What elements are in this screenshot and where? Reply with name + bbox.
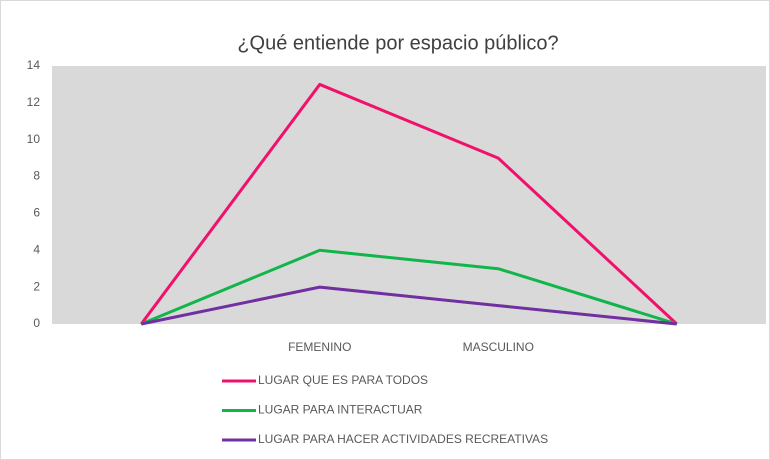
chart-title: ¿Qué entiende por espacio público? — [237, 32, 558, 54]
y-tick-label: 10 — [27, 132, 41, 146]
y-tick-label: 8 — [33, 169, 40, 183]
series-line — [140, 248, 678, 326]
series-line — [140, 285, 677, 326]
y-tick-label: 6 — [33, 206, 40, 220]
y-tick-label: 2 — [33, 279, 40, 293]
plot-area — [52, 66, 766, 324]
y-tick-label: 0 — [33, 316, 40, 330]
y-tick-label: 14 — [27, 58, 41, 72]
y-tick-label: 4 — [33, 242, 40, 256]
legend-label: LUGAR PARA INTERACTUAR — [258, 403, 423, 417]
legend-label: LUGAR QUE ES PARA TODOS — [258, 373, 428, 387]
x-tick-label: FEMENINO — [288, 340, 351, 354]
x-tick-label: MASCULINO — [463, 340, 534, 354]
legend-label: LUGAR PARA HACER ACTIVIDADES RECREATIVAS — [258, 432, 548, 446]
y-tick-label: 12 — [27, 95, 41, 109]
series-line — [140, 82, 678, 326]
